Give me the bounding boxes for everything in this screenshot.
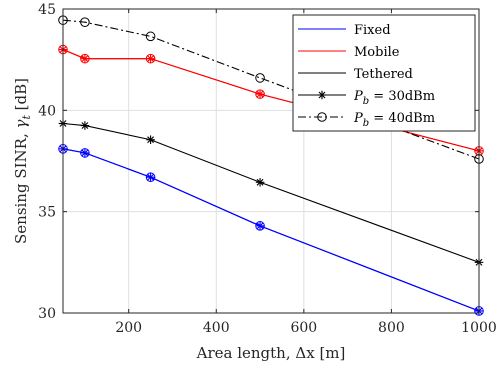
x-tick-label: 800 bbox=[378, 320, 405, 336]
data-point-circle bbox=[255, 221, 265, 231]
legend-entry: Mobile bbox=[298, 45, 400, 60]
legend-label: Pb = 40dBm bbox=[353, 111, 435, 129]
legend-entry: Pb = 40dBm bbox=[298, 111, 435, 129]
data-point-circle bbox=[255, 89, 265, 99]
data-point-asterisk bbox=[146, 54, 155, 63]
data-point-asterisk bbox=[146, 172, 155, 182]
legend-label: Tethered bbox=[354, 67, 413, 82]
data-point-circle bbox=[80, 148, 90, 158]
data-point-circle bbox=[80, 17, 90, 27]
data-point-asterisk bbox=[80, 148, 90, 158]
data-point-asterisk bbox=[80, 121, 90, 130]
legend-label: Fixed bbox=[354, 23, 391, 38]
series-line-4 bbox=[62, 122, 480, 263]
y-tick-label: 40 bbox=[38, 103, 56, 119]
x-axis-label: Area length, Δx [m] bbox=[196, 344, 346, 362]
x-tick-label: 200 bbox=[115, 320, 142, 336]
data-point-asterisk bbox=[255, 221, 265, 231]
legend-entry: Tethered bbox=[298, 67, 413, 82]
y-tick-label: 30 bbox=[38, 306, 56, 322]
data-point-asterisk bbox=[255, 89, 265, 99]
y-tick-label: 35 bbox=[38, 205, 56, 221]
series-markers bbox=[58, 15, 484, 316]
y-tick-label: 45 bbox=[38, 2, 56, 18]
series-line-1 bbox=[62, 148, 480, 312]
legend-marker bbox=[317, 90, 327, 100]
data-point-asterisk bbox=[146, 135, 155, 145]
data-point-circle bbox=[80, 53, 90, 64]
data-point-circle bbox=[145, 31, 156, 42]
x-tick-label: 600 bbox=[290, 320, 317, 336]
data-point-asterisk bbox=[255, 177, 265, 187]
legend: Fixed Mobile Tethered Pb = 30dBm Pb = 40dBm bbox=[292, 14, 476, 132]
legend-label: Pb = 30dBm bbox=[353, 89, 435, 107]
x-tick-label: 400 bbox=[203, 320, 230, 336]
y-axis-label: Sensing SINR, γt [dB] bbox=[12, 78, 33, 244]
data-point-circle bbox=[255, 73, 265, 83]
legend-entry: Fixed bbox=[298, 23, 391, 38]
legend-label: Mobile bbox=[354, 45, 400, 60]
legend-entry: Pb = 30dBm bbox=[298, 89, 435, 107]
data-point-circle bbox=[145, 53, 156, 64]
data-point-asterisk bbox=[80, 54, 90, 63]
x-tick-label: 1000 bbox=[461, 320, 497, 336]
data-point-circle bbox=[145, 172, 156, 183]
axis-ticks: 200 400 600 800 1000 30 35 40 45 bbox=[38, 2, 497, 336]
axes-frame bbox=[62, 8, 480, 314]
legend-marker bbox=[317, 112, 327, 122]
